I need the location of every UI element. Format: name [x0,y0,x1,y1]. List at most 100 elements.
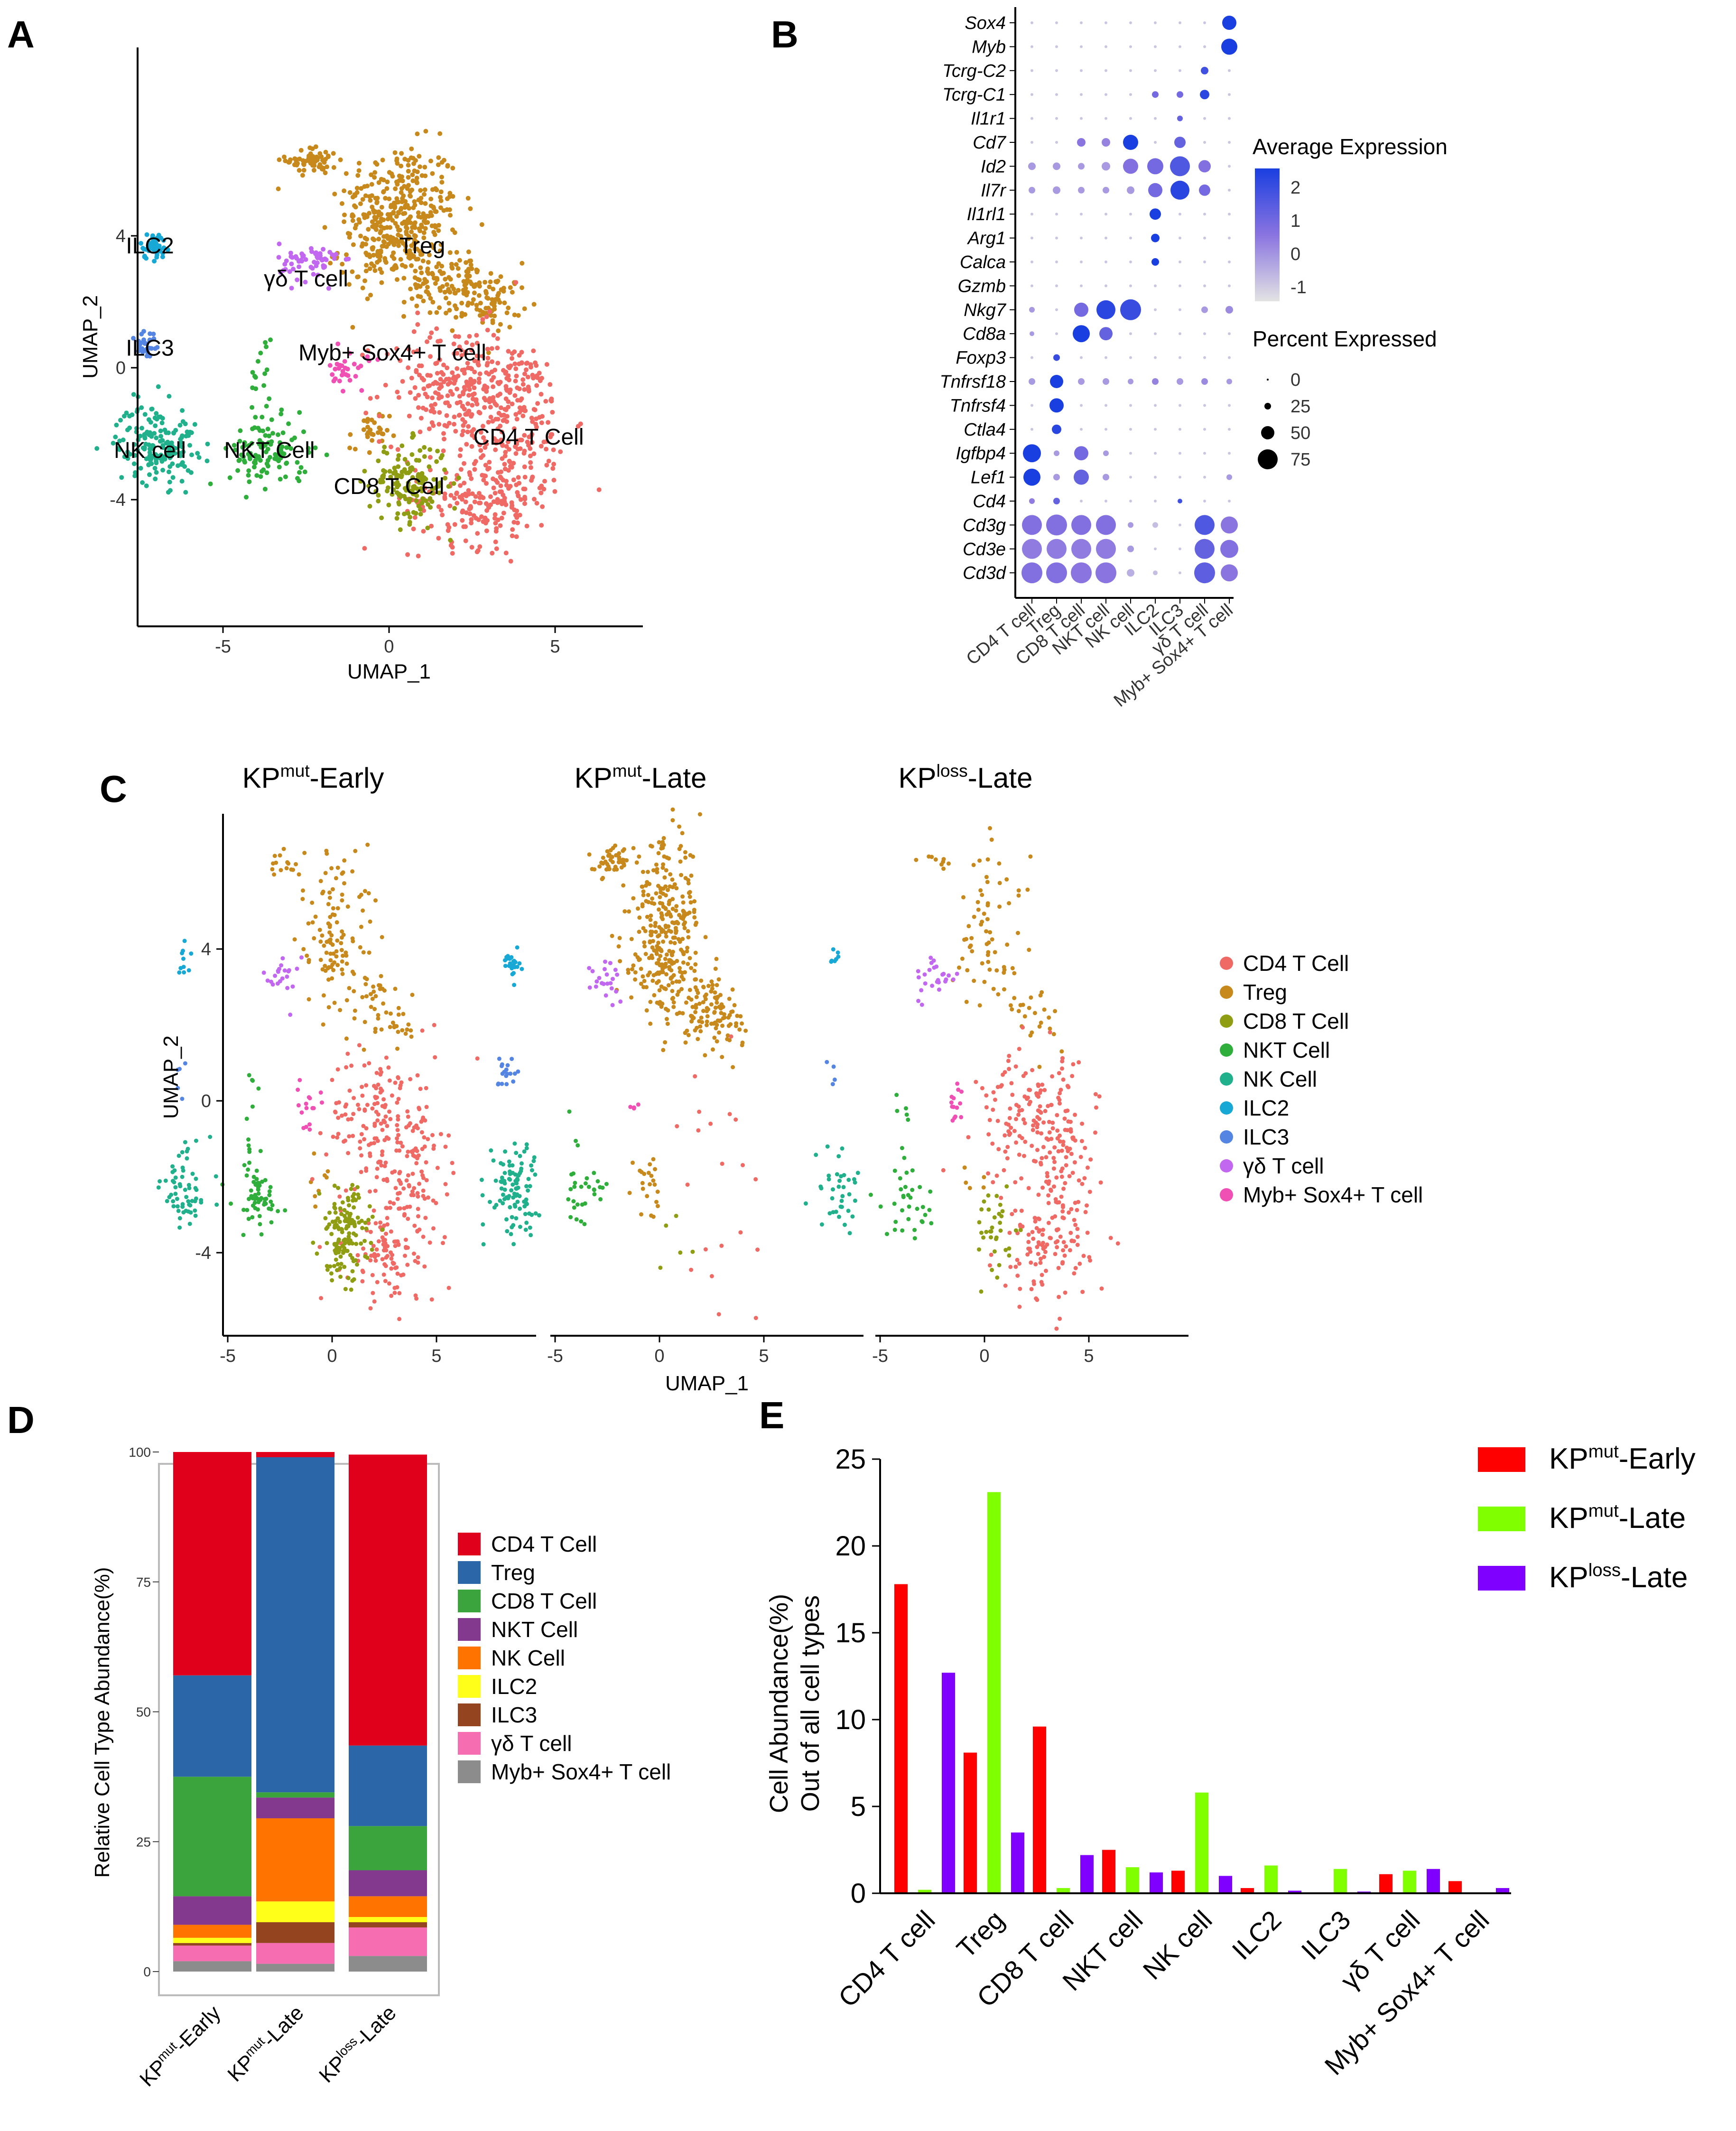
umap-point [524,367,529,372]
umap-point [1043,1109,1048,1113]
umap-point [355,1185,360,1190]
legend-swatch [1478,1566,1525,1591]
umap-point [381,177,386,183]
umap-point [475,1056,480,1061]
dot [1129,117,1132,120]
umap-point [1044,1268,1048,1273]
umap-point [389,1229,393,1234]
umap-point [1038,993,1043,998]
umap-point [423,226,428,231]
umap-point [841,1185,846,1190]
umap-point [407,497,412,503]
umap-point [386,503,391,508]
umap-point [183,1140,187,1145]
umap-point [254,1177,259,1182]
dot [1150,208,1161,220]
umap-point [1012,971,1017,976]
umap-point [385,352,390,357]
x-tick-label: -5 [872,1346,888,1366]
umap-point [402,205,408,210]
umap-point [640,1181,645,1185]
umap-point [442,467,447,473]
umap-point [451,341,456,346]
umap-point [470,342,475,347]
umap-point [406,1114,410,1119]
umap-point [448,213,453,218]
umap-point [460,432,464,437]
umap-point [401,193,406,198]
bar [1126,1867,1139,1893]
umap-point [334,876,338,881]
umap-point [1018,1222,1022,1227]
umap-point [346,256,351,261]
dot [1154,45,1157,48]
umap-point [415,131,420,137]
umap-point [363,242,369,247]
umap-point [334,1257,338,1262]
umap-point [344,1065,349,1070]
umap-point [408,1077,413,1081]
umap-point [957,965,961,970]
umap-point [387,1281,391,1286]
umap-point [373,489,379,494]
umap-point [1003,1070,1007,1075]
umap-point [320,1100,324,1105]
umap-point [893,1219,898,1224]
umap-point [278,270,283,275]
umap-point [414,176,419,181]
umap-point [680,894,685,899]
umap-point [322,264,327,270]
legend-swatch [458,1703,481,1726]
umap-point [468,258,473,263]
umap-point [310,1177,315,1182]
umap-point [180,445,185,450]
umap-point [294,256,299,261]
umap-point [679,873,684,877]
dot [1151,258,1159,266]
umap-point [501,1201,505,1206]
umap-point [430,1133,435,1137]
umap-point [319,1296,324,1301]
umap-point [675,1124,679,1128]
umap-point [1063,1181,1068,1185]
umap-point [1058,1101,1062,1106]
umap-point [414,498,419,503]
umap-point [144,256,149,261]
umap-point [949,1100,954,1105]
umap-point [1016,1112,1021,1117]
umap-point [471,513,476,518]
umap-point [378,1067,383,1071]
umap-point [374,1175,379,1180]
umap-point [698,1029,703,1033]
umap-point [971,863,976,867]
umap-point [367,450,372,455]
umap-point [361,1124,366,1128]
dot [1174,137,1186,148]
umap-point [414,1161,419,1165]
umap-point [155,345,160,350]
umap-point [331,968,336,972]
umap-point [1075,1235,1080,1239]
dot [1030,213,1033,216]
umap-point [442,437,446,442]
umap-point [1055,1228,1059,1233]
expression-tick: 2 [1290,178,1300,198]
umap-point [664,925,668,930]
umap-point [652,1182,657,1187]
umap-point [446,484,451,489]
umap-point [316,272,321,278]
umap-point [575,1202,580,1207]
umap-point [830,1082,835,1087]
umap-point [416,210,421,215]
umap-point [388,1206,392,1210]
dot [1105,93,1107,96]
umap-point [476,409,482,415]
umap-point [138,433,143,438]
umap-point [418,294,423,299]
umap-point [350,212,355,217]
umap-point [246,1143,251,1148]
dot [1049,398,1064,413]
umap-point [411,205,416,210]
umap-point [391,1201,396,1206]
